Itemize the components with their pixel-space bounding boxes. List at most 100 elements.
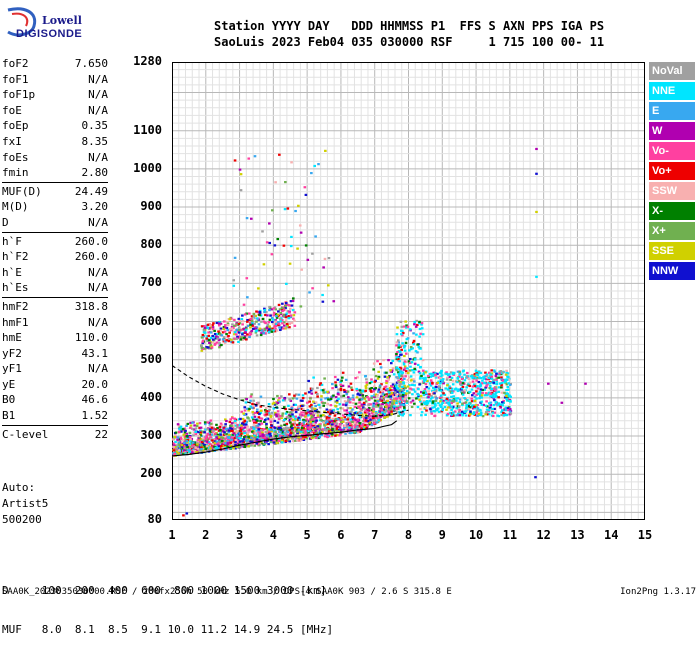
echo-point <box>205 443 208 447</box>
echo-point <box>445 371 448 374</box>
echo-point <box>233 318 236 321</box>
echo-point <box>393 405 396 408</box>
echo-point <box>210 433 214 436</box>
echo-point <box>473 395 477 398</box>
echo-point <box>500 383 503 387</box>
echo-point <box>415 397 418 400</box>
echo-point <box>338 434 341 437</box>
echo-point <box>509 395 512 398</box>
echo-point <box>364 389 367 392</box>
echo-point <box>300 422 303 425</box>
echo-point <box>349 423 352 427</box>
echo-point <box>391 367 395 370</box>
echo-point <box>401 385 405 388</box>
echo-point <box>214 446 218 450</box>
echo-point <box>283 397 286 400</box>
auto-code: 500200 <box>2 513 42 526</box>
echo-point <box>441 378 445 381</box>
echo-point <box>425 379 429 382</box>
echo-point <box>442 399 445 402</box>
echo-point <box>180 430 183 433</box>
echo-point <box>506 408 510 412</box>
echo-point <box>408 349 411 352</box>
echo-point <box>374 394 377 398</box>
param-value: N/A <box>88 215 108 229</box>
echo-point <box>254 432 257 435</box>
echo-point <box>483 388 487 391</box>
echo-point <box>226 427 230 430</box>
echo-point <box>346 413 350 417</box>
echo-point <box>277 322 281 325</box>
echo-point <box>208 341 211 345</box>
param-row: foF1 N/A <box>2 72 108 88</box>
echo-point <box>314 235 317 238</box>
echo-point <box>275 439 279 442</box>
echo-point <box>448 404 451 407</box>
echo-point <box>210 426 214 429</box>
echo-point <box>406 367 409 370</box>
echo-point <box>409 365 412 368</box>
param-value: 24.49 <box>74 184 108 198</box>
echo-point <box>310 407 314 410</box>
echo-point <box>241 417 245 421</box>
echo-point <box>288 304 292 307</box>
echo-point <box>246 407 249 410</box>
echo-point <box>394 383 398 386</box>
echo-point <box>203 347 207 350</box>
echo-point <box>221 442 224 445</box>
echo-point <box>246 318 249 322</box>
echo-point <box>396 395 400 398</box>
echo-point <box>411 393 414 396</box>
echo-point <box>281 432 285 435</box>
echo-point <box>272 401 276 404</box>
echo-point <box>351 396 355 400</box>
echo-point <box>246 432 250 435</box>
echo-point <box>234 427 237 430</box>
echo-point <box>221 430 225 433</box>
echo-point <box>407 376 411 379</box>
echo-point <box>394 354 398 357</box>
echo-point <box>264 441 268 444</box>
echo-point <box>183 449 186 452</box>
echo-point <box>285 322 289 326</box>
echo-point <box>274 429 277 432</box>
echo-point <box>289 426 293 429</box>
echo-point <box>302 414 306 417</box>
echo-point <box>307 411 310 414</box>
echo-point <box>396 339 400 342</box>
echo-point <box>251 402 254 406</box>
echo-point <box>393 398 396 401</box>
echo-point <box>388 393 392 396</box>
echo-point <box>346 407 350 410</box>
echo-point <box>206 323 210 326</box>
echo-point <box>337 430 340 433</box>
echo-point <box>273 403 277 406</box>
echo-point <box>238 440 242 443</box>
echo-point <box>320 419 323 422</box>
echo-point <box>384 389 388 392</box>
echo-point <box>243 313 247 316</box>
echo-point <box>338 403 342 406</box>
param-separator <box>2 181 108 183</box>
echo-point <box>481 388 485 392</box>
echo-point <box>377 419 381 422</box>
x-tick-label: 2 <box>202 528 210 542</box>
echo-point <box>352 421 356 425</box>
echo-point <box>312 376 315 379</box>
echo-point <box>395 366 399 369</box>
echo-point <box>252 426 255 429</box>
echo-point <box>223 443 227 446</box>
echo-point <box>445 378 449 381</box>
echo-point <box>268 328 271 331</box>
echo-point <box>398 391 401 394</box>
echo-point <box>258 431 261 434</box>
echo-point <box>267 330 271 334</box>
echo-point <box>239 434 243 437</box>
echo-point <box>255 429 259 432</box>
echo-point <box>189 451 193 455</box>
echo-point <box>369 415 372 418</box>
echo-point <box>233 337 236 340</box>
echo-point <box>439 405 443 409</box>
echo-point <box>303 433 306 436</box>
echo-point <box>377 375 381 378</box>
